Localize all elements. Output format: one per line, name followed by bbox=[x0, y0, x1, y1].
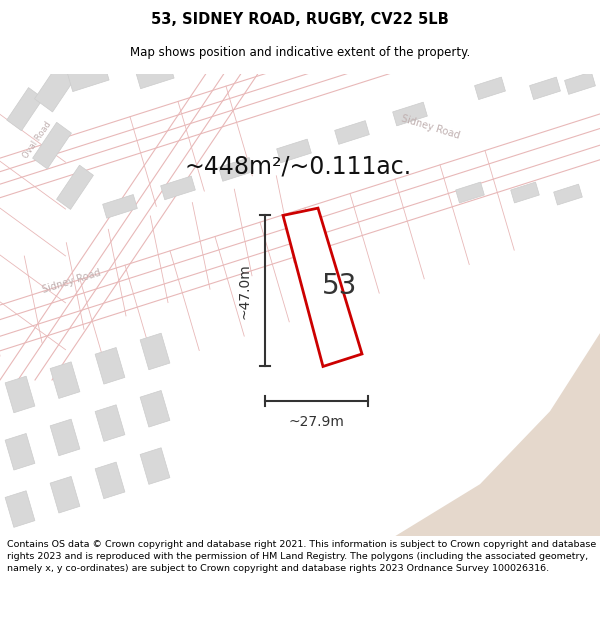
Polygon shape bbox=[32, 122, 71, 169]
Polygon shape bbox=[140, 391, 170, 427]
Polygon shape bbox=[218, 158, 253, 181]
Polygon shape bbox=[95, 348, 125, 384]
Polygon shape bbox=[475, 77, 505, 99]
Polygon shape bbox=[50, 476, 80, 513]
Text: ~27.9m: ~27.9m bbox=[289, 414, 344, 429]
Polygon shape bbox=[35, 65, 76, 112]
Text: ~47.0m: ~47.0m bbox=[238, 263, 252, 319]
Polygon shape bbox=[5, 376, 35, 413]
Polygon shape bbox=[136, 62, 174, 89]
Polygon shape bbox=[277, 139, 311, 162]
Polygon shape bbox=[565, 72, 595, 94]
Polygon shape bbox=[56, 165, 94, 209]
Polygon shape bbox=[455, 182, 484, 203]
Text: Sidney Road: Sidney Road bbox=[400, 113, 460, 141]
Polygon shape bbox=[511, 182, 539, 203]
Text: 53: 53 bbox=[322, 272, 358, 300]
Polygon shape bbox=[395, 333, 600, 536]
Polygon shape bbox=[50, 362, 80, 398]
Text: 53, SIDNEY ROAD, RUGBY, CV22 5LB: 53, SIDNEY ROAD, RUGBY, CV22 5LB bbox=[151, 12, 449, 28]
Polygon shape bbox=[5, 491, 35, 528]
Polygon shape bbox=[140, 333, 170, 370]
Polygon shape bbox=[95, 462, 125, 499]
Polygon shape bbox=[554, 184, 583, 205]
Polygon shape bbox=[392, 102, 427, 126]
Polygon shape bbox=[5, 434, 35, 470]
Polygon shape bbox=[103, 194, 137, 218]
Polygon shape bbox=[283, 208, 362, 366]
Polygon shape bbox=[50, 419, 80, 456]
Text: ~448m²/~0.111ac.: ~448m²/~0.111ac. bbox=[184, 154, 412, 179]
Text: Contains OS data © Crown copyright and database right 2021. This information is : Contains OS data © Crown copyright and d… bbox=[7, 540, 596, 573]
Text: Map shows position and indicative extent of the property.: Map shows position and indicative extent… bbox=[130, 46, 470, 59]
Text: Sidney Road: Sidney Road bbox=[41, 268, 103, 294]
Polygon shape bbox=[530, 77, 560, 99]
Text: Oval Road: Oval Road bbox=[21, 120, 53, 161]
Polygon shape bbox=[161, 176, 196, 200]
Polygon shape bbox=[67, 60, 109, 92]
Polygon shape bbox=[335, 121, 370, 144]
Polygon shape bbox=[95, 405, 125, 441]
Polygon shape bbox=[7, 88, 43, 131]
Polygon shape bbox=[140, 448, 170, 484]
